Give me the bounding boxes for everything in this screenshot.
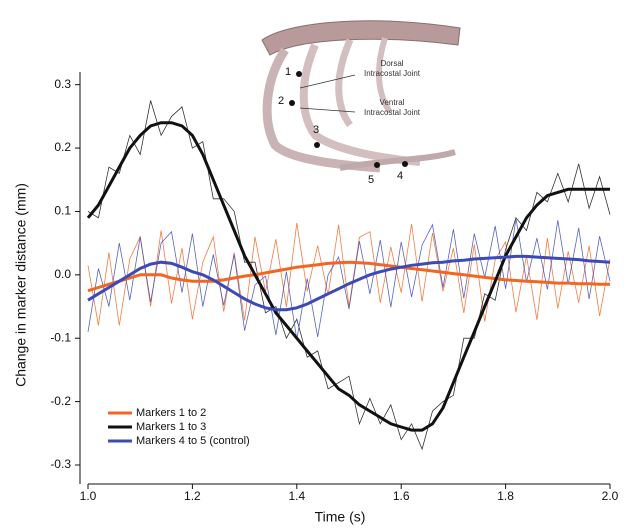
annotation: Intracostal Joint	[364, 108, 421, 117]
legend-label: Markers 1 to 3	[136, 421, 206, 433]
marker-dot	[296, 71, 302, 77]
rib	[335, 38, 354, 128]
marker-dot	[314, 142, 320, 148]
smooth-line	[87, 254, 611, 312]
raw-trace	[87, 218, 611, 340]
annotation: Ventral	[380, 98, 405, 107]
y-tick-label: -0.3	[50, 457, 71, 471]
pointer	[299, 74, 356, 89]
plot-area	[86, 100, 611, 451]
marker-label: 4	[397, 170, 403, 182]
x-tick-label: 1.8	[497, 489, 514, 503]
pointer	[299, 107, 356, 113]
y-tick-label: 0.2	[54, 140, 71, 154]
marker-dot	[374, 162, 380, 168]
annotation: Dorsal	[380, 59, 403, 68]
marker-label: 1	[285, 66, 291, 78]
smooth-line	[87, 260, 610, 293]
x-tick-label: 1.0	[80, 489, 97, 503]
y-axis-label: Change in marker distance (mm)	[13, 183, 29, 387]
legend-label: Markers 1 to 2	[136, 407, 206, 419]
marker-dot	[289, 100, 295, 106]
y-tick-label: 0.1	[54, 204, 71, 218]
spine	[261, 20, 461, 56]
smooth-line	[86, 121, 610, 432]
marker-label: 5	[368, 174, 374, 186]
y-tick-label: 0.0	[54, 267, 71, 281]
y-tick-label: -0.1	[50, 330, 71, 344]
cartilage	[339, 149, 456, 171]
legend-label: Markers 4 to 5 (control)	[136, 435, 250, 447]
x-axis-label: Time (s)	[315, 509, 366, 525]
y-tick-label: -0.2	[50, 394, 71, 408]
marker-label: 3	[313, 124, 319, 136]
x-tick-label: 2.0	[602, 489, 619, 503]
rib-diagram: Dorsal Intracostal Joint Ventral Intraco…	[261, 20, 461, 186]
marker-dot	[402, 161, 408, 167]
annotation: Intracostal Joint	[364, 69, 421, 78]
y-tick-label: 0.3	[54, 77, 71, 91]
raw-trace	[87, 222, 611, 326]
x-tick-label: 1.4	[288, 489, 305, 503]
x-tick-label: 1.2	[184, 489, 201, 503]
marker-label: 2	[278, 95, 284, 107]
x-tick-label: 1.6	[393, 489, 410, 503]
rib	[376, 37, 393, 114]
rib	[299, 43, 421, 166]
rib	[262, 47, 381, 173]
